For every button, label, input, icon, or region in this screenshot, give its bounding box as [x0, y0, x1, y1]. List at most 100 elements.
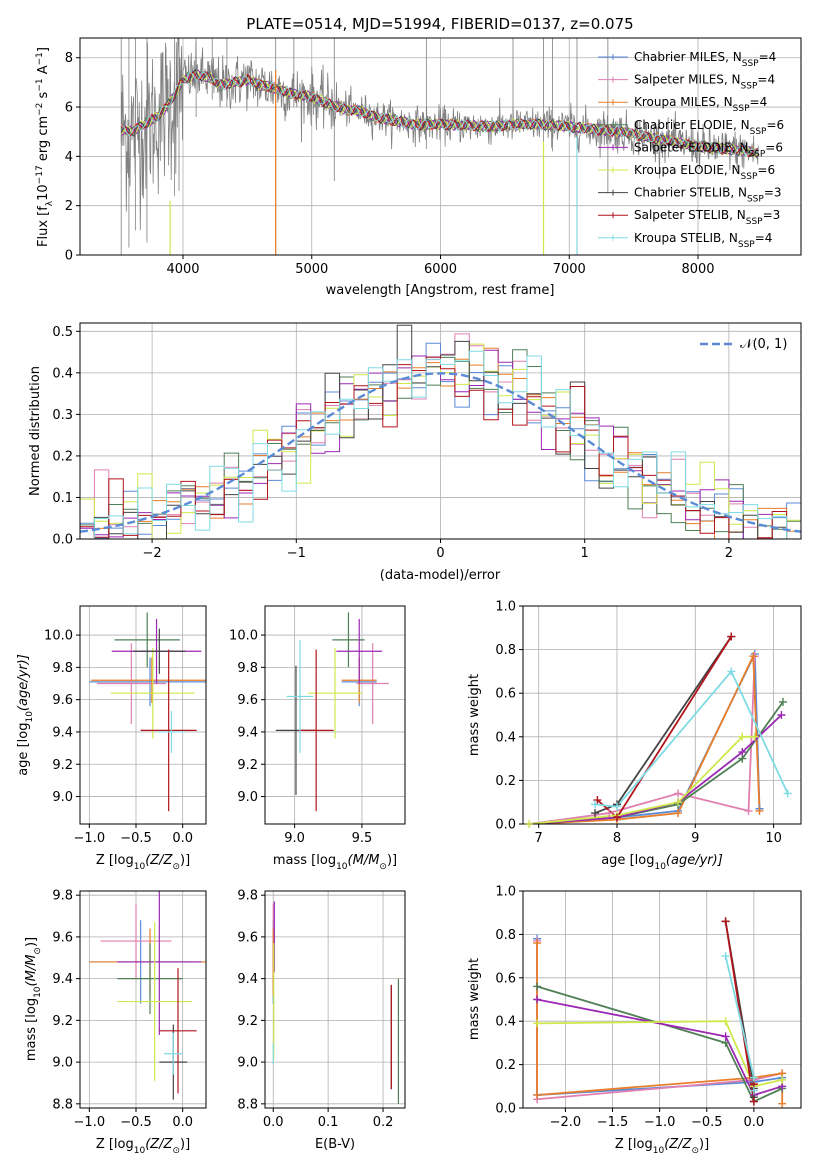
x-tick-label: −1.0: [74, 831, 106, 846]
x-tick-label: 0.0: [263, 1115, 284, 1130]
y-tick-label: 1.0: [495, 600, 516, 615]
y-tick-label: 0.2: [495, 774, 516, 789]
legend-label: Salpeter STELIB, NSSP=3: [634, 208, 780, 227]
weight-marker: [749, 652, 758, 661]
y-tick-label: 9.4: [237, 972, 258, 987]
weight-marker: [721, 952, 730, 961]
y-tick-label: 9.2: [237, 758, 258, 773]
weight-marker: [778, 697, 787, 706]
y-tick-label: 9.6: [237, 693, 258, 708]
y-tick-label: 6: [65, 101, 73, 116]
y-tick-label: 0.6: [495, 687, 516, 702]
y-tick-label: 9.4: [52, 725, 73, 740]
weight-marker: [744, 806, 753, 815]
y-tick-label: 0: [65, 249, 73, 264]
y-tick-label: 9.2: [237, 1014, 258, 1029]
y-tick-label: 9.6: [52, 693, 73, 708]
figure-title: PLATE=0514, MJD=51994, FIBERID=0137, z=0…: [246, 15, 633, 33]
y-axis-label: mass [log10(M/M⊙)]: [24, 937, 43, 1061]
weight-line-3: [536, 985, 783, 1103]
weight-marker: [605, 809, 614, 818]
y-tick-label: 9.2: [52, 1014, 73, 1029]
weight-marker: [738, 748, 747, 757]
x-tick-label: 8: [613, 831, 621, 846]
weight-marker: [721, 1032, 730, 1041]
x-tick-label: 0.0: [172, 831, 193, 846]
weight-marker: [674, 798, 683, 807]
y-tick-label: 8: [65, 51, 73, 66]
weight-marker: [727, 667, 736, 676]
x-axis-label: Z [log10(Z/Z⊙)]: [615, 1137, 709, 1156]
y-tick-label: 0.8: [495, 928, 516, 943]
x-tick-label: 1: [581, 546, 589, 561]
weight-marker: [612, 802, 621, 811]
x-tick-label: 9: [691, 831, 699, 846]
x-tick-label: −1: [287, 546, 306, 561]
weight-marker: [533, 1090, 542, 1099]
x-tick-label: −0.5: [691, 1115, 723, 1130]
legend-label: Salpeter MILES, NSSP=4: [634, 73, 775, 92]
axes-frame: [264, 890, 406, 1109]
plot-area: [89, 612, 206, 812]
plot-area: [275, 612, 389, 812]
y-tick-label: 0.6: [495, 971, 516, 986]
x-tick-label: 7: [535, 831, 543, 846]
y-tick-label: 0.2: [495, 1058, 516, 1073]
weight-marker: [591, 809, 600, 818]
plot-area: [529, 635, 789, 824]
x-tick-label: 7000: [553, 262, 586, 277]
weight-line-2: [529, 655, 761, 824]
plot-area: [80, 324, 801, 539]
x-axis-label: wavelength [Angstrom, rest frame]: [326, 283, 555, 298]
y-tick-label: 1.0: [495, 885, 516, 900]
y-tick-label: 9.4: [237, 725, 258, 740]
x-axis-label: (data-model)/error: [380, 568, 501, 583]
weight-line-6: [594, 635, 733, 814]
weight-marker: [612, 813, 621, 822]
legend-label: Kroupa MILES, NSSP=4: [634, 95, 767, 114]
x-tick-label: 5000: [295, 262, 328, 277]
x-axis-label: Z [log10(Z/Z⊙)]: [96, 1137, 190, 1156]
x-tick-label: −2: [143, 546, 162, 561]
y-tick-label: 4: [65, 150, 73, 165]
y-tick-label: 0.8: [495, 643, 516, 658]
y-tick-label: 9.0: [237, 1056, 258, 1071]
y-tick-label: 0.0: [495, 1102, 516, 1117]
legend-label: Chabrier ELODIE, NSSP=6: [634, 118, 784, 137]
weight-marker: [749, 1097, 758, 1106]
x-tick-label: 0: [436, 546, 444, 561]
weight-line-7: [724, 921, 755, 1102]
x-tick-label: 0.2: [373, 1115, 394, 1130]
weight-line-7: [596, 636, 733, 819]
axes-frame: [79, 605, 207, 825]
gaussian-curve: [80, 372, 801, 533]
panels: 4000 5000 6000 7000 8000 0 2 4 6 8 Chabrier MILES,…: [16, 37, 802, 1156]
y-tick-label: 9.0: [52, 790, 73, 805]
weight-marker: [533, 1019, 542, 1028]
y-tick-label: 9.6: [52, 930, 73, 945]
y-tick-label: 9.8: [52, 661, 73, 676]
y-tick-label: 8.8: [52, 1097, 73, 1112]
observed-spectrum: [120, 38, 759, 231]
x-tick-label: 0.0: [172, 1115, 193, 1130]
x-tick-label: 9.5: [352, 831, 373, 846]
weight-marker: [727, 632, 736, 641]
legend-label: Chabrier MILES, NSSP=4: [634, 50, 776, 69]
y-tick-label: 0.2: [52, 449, 73, 464]
weight-marker: [721, 917, 730, 926]
weight-marker: [525, 820, 534, 828]
weight-line-3: [529, 701, 784, 824]
weight-marker: [533, 995, 542, 1004]
axes-frame: [264, 605, 406, 825]
y-tick-label: 0.3: [52, 408, 73, 423]
panel-age-vs-mass: 9.0 9.5 9.0 9.2 9.4 9.6 9.8 10.0 mass [log10(M/M…: [229, 605, 406, 872]
weight-marker: [591, 800, 600, 809]
y-tick-label: 9.0: [52, 1056, 73, 1071]
y-tick-label: 10.0: [229, 629, 258, 644]
panel-spectrum: 4000 5000 6000 7000 8000 0 2 4 6 8 Chabrier MILES,…: [35, 37, 802, 298]
legend-label: Kroupa ELODIE, NSSP=6: [634, 163, 775, 182]
y-axis-label: mass weight: [467, 958, 482, 1040]
y-axis-label: Normed distribution: [28, 366, 43, 496]
x-tick-label: 9.0: [284, 831, 305, 846]
